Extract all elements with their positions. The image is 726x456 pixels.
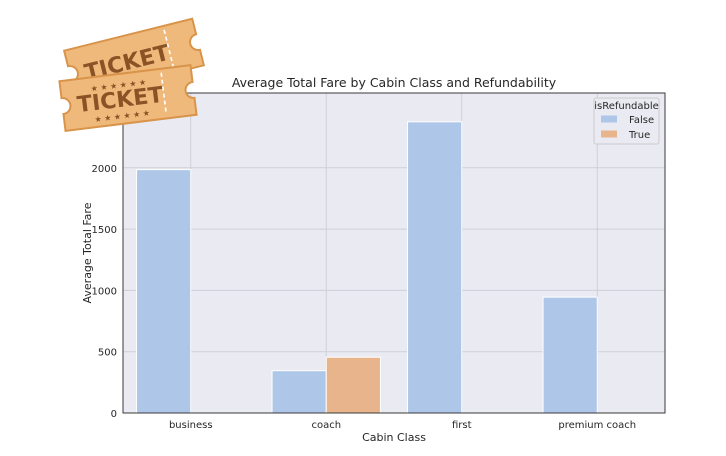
bars <box>136 121 598 414</box>
bar-false-first <box>407 121 463 414</box>
legend-title: isRefundable <box>594 101 659 112</box>
x-tick-label: business <box>169 420 213 431</box>
x-tick-label: premium coach <box>558 420 636 431</box>
x-tick-label: first <box>452 420 472 431</box>
y-tick-label: 500 <box>98 348 117 359</box>
legend-label-true: True <box>628 130 650 141</box>
bar-false-business <box>136 169 192 414</box>
bar-false-premium-coach <box>542 296 598 414</box>
legend-swatch-true <box>601 130 617 138</box>
x-tick-label: coach <box>311 420 341 431</box>
y-tick-label: 1500 <box>92 225 117 236</box>
y-tick-label: 2000 <box>92 164 117 175</box>
legend: isRefundable False True <box>593 97 660 145</box>
ticket-logo: TICKET ★ ★ ★ ★ ★ ★ TICKET ★ ★ ★ ★ ★ ★ <box>58 17 206 132</box>
x-axis-label: Cabin Class <box>362 431 426 444</box>
y-tick-label: 1000 <box>92 286 117 297</box>
bar-true-coach <box>325 356 381 414</box>
x-axis: business coach first premium coach <box>169 420 636 431</box>
ticket-front: ★ ★ ★ ★ ★ ★ TICKET ★ ★ ★ ★ ★ ★ <box>58 64 198 132</box>
y-axis: 0 500 1000 1500 2000 <box>92 164 117 420</box>
chart-title: Average Total Fare by Cabin Class and Re… <box>232 75 557 90</box>
y-tick-label: 0 <box>111 409 117 420</box>
bar-false-coach <box>271 370 327 414</box>
legend-label-false: False <box>629 115 654 126</box>
y-axis-label: Average Total Fare <box>81 202 94 303</box>
plot-frame <box>122 92 666 414</box>
legend-swatch-false <box>601 115 617 123</box>
